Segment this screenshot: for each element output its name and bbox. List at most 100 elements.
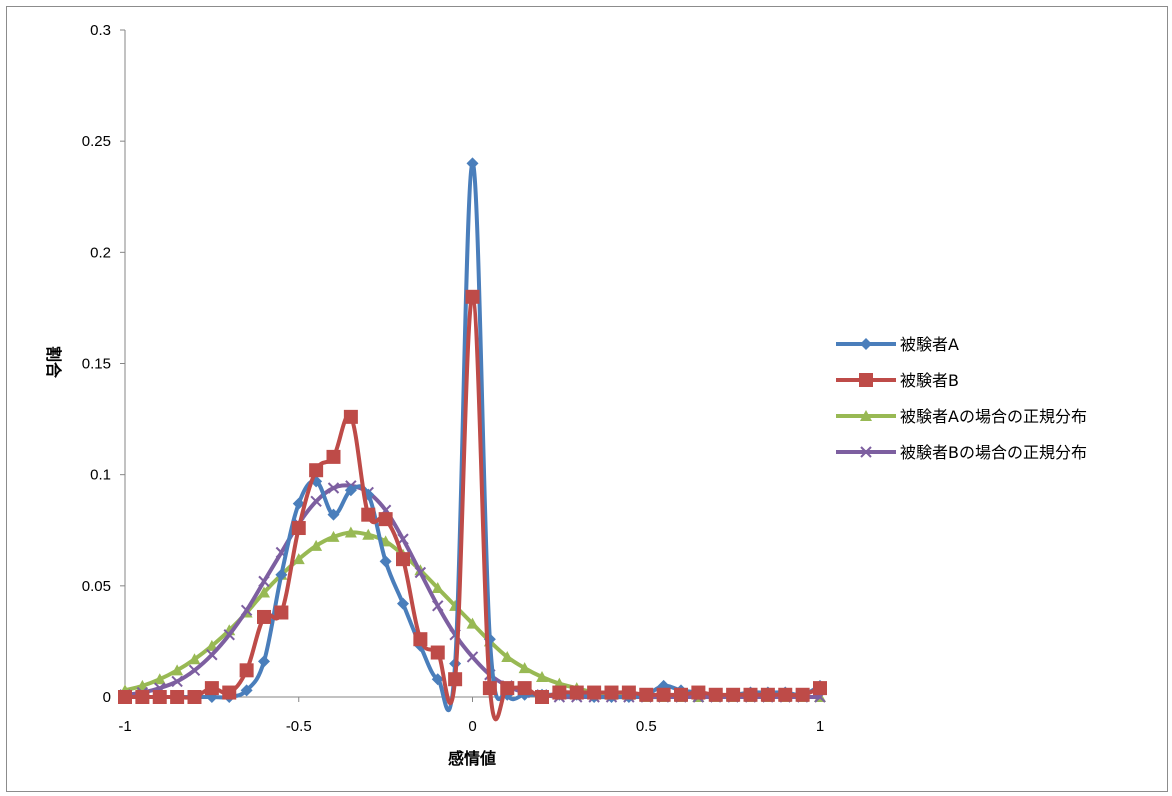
- series-2-point: [604, 685, 619, 700]
- series-2-point: [639, 687, 654, 702]
- series-2-point: [274, 605, 289, 620]
- series-2-point: [760, 687, 775, 702]
- legend-swatch-marker: [860, 338, 872, 350]
- y-tick-label: 0.25: [82, 133, 111, 150]
- series-2-point: [204, 681, 219, 696]
- legend-item-1: 被験者A: [836, 335, 959, 354]
- x-tick-label: 0: [468, 718, 476, 735]
- x-marker-stroke: [860, 446, 872, 458]
- x-marker-stroke: [432, 600, 444, 612]
- series-3-point: [362, 528, 375, 540]
- series-1-point: [258, 655, 270, 668]
- series-2-point: [343, 409, 358, 424]
- x-tick-label: -0.5: [286, 718, 312, 735]
- series-2-point: [430, 645, 445, 660]
- series-4-line: [124, 483, 820, 700]
- legend-swatch-marker: [860, 446, 872, 458]
- series-3-point: [136, 679, 149, 691]
- series-4-point: [258, 575, 270, 588]
- legend-item-2: 被験者B: [836, 371, 959, 390]
- series-1-point: [327, 508, 340, 521]
- series-2-point: [326, 449, 341, 464]
- legend-swatch-marker: [859, 373, 873, 387]
- series-2-point: [309, 463, 324, 478]
- y-axis-title: 割合: [44, 346, 63, 379]
- series-4-point: [327, 482, 340, 494]
- series-2-point: [621, 685, 636, 700]
- series-1-point: [397, 597, 409, 610]
- series-1-point: [344, 484, 357, 497]
- series-2-point: [222, 685, 237, 700]
- series-3-point: [518, 662, 531, 674]
- series-2-point: [413, 632, 428, 647]
- x-marker-stroke: [310, 495, 322, 508]
- x-marker-stroke: [188, 664, 201, 677]
- series-4-point: [206, 649, 218, 661]
- legend-label: 被験者A: [900, 335, 959, 354]
- series-2-point: [135, 690, 150, 704]
- y-tick-label: 0.05: [82, 578, 111, 595]
- series-1-point: [379, 555, 392, 568]
- x-marker-stroke: [258, 575, 270, 588]
- x-marker-stroke: [466, 651, 479, 663]
- series-3-line: [124, 530, 820, 700]
- legend-swatch-marker: [860, 410, 872, 421]
- series-2-point: [396, 552, 410, 567]
- series-3-point: [344, 526, 357, 538]
- series-3-point: [501, 650, 514, 662]
- series-4-point: [240, 604, 253, 616]
- series-2-point: [517, 681, 532, 696]
- y-tick-label: 0: [103, 689, 111, 706]
- series-2-point: [378, 512, 393, 527]
- series-2-point: [691, 685, 706, 700]
- x-marker-stroke: [223, 629, 235, 641]
- y-tick-label: 0.3: [90, 22, 111, 39]
- y-tick-label: 0.1: [90, 467, 111, 484]
- series-2-point: [482, 681, 497, 696]
- series-3-point: [327, 530, 340, 542]
- series-3-point: [292, 553, 305, 565]
- x-marker-stroke: [275, 546, 288, 559]
- series-3-point: [171, 664, 184, 676]
- x-marker-stroke: [327, 482, 340, 494]
- y-tick-label: 0.15: [82, 356, 111, 373]
- series-1-point: [466, 157, 479, 170]
- series-2-point: [291, 521, 306, 536]
- series-3-point: [205, 639, 218, 651]
- x-tick-label: -1: [118, 718, 131, 735]
- series-2-point: [743, 687, 758, 702]
- series-2-point: [448, 672, 463, 687]
- series-4-point: [171, 675, 183, 688]
- series-3-point: [188, 653, 201, 665]
- series-4-point: [432, 600, 444, 612]
- series-3-point: [258, 586, 270, 598]
- series-1-point: [275, 568, 288, 581]
- x-marker-stroke: [171, 675, 183, 688]
- series-2-point: [552, 685, 567, 700]
- series-2-point: [535, 690, 549, 704]
- series-2-point: [500, 681, 515, 696]
- series-1-point: [431, 673, 444, 686]
- series-2-point: [187, 690, 202, 704]
- y-tick-label: 0.2: [90, 244, 111, 261]
- series-4-point: [188, 664, 201, 677]
- series-4-point: [414, 566, 427, 579]
- x-tick-label: 1: [816, 718, 824, 735]
- legend-label: 被験者Bの場合の正規分布: [900, 443, 1087, 462]
- series-3-point: [431, 582, 444, 594]
- series-2-point: [118, 690, 132, 704]
- series-2-point: [708, 687, 723, 702]
- series-3-point: [536, 670, 548, 682]
- series-4: [119, 480, 826, 703]
- series-2-point: [674, 687, 688, 702]
- series-2-point: [239, 663, 254, 678]
- series-4-point: [223, 629, 235, 641]
- x-tick-label: 0.5: [636, 718, 657, 735]
- series-2-point: [170, 690, 185, 704]
- series-2-point: [813, 681, 827, 696]
- x-marker-stroke: [240, 604, 253, 616]
- chart-frame: [6, 6, 1168, 792]
- legend-item-4: 被験者Bの場合の正規分布: [836, 443, 1087, 462]
- series-3-point: [466, 617, 479, 629]
